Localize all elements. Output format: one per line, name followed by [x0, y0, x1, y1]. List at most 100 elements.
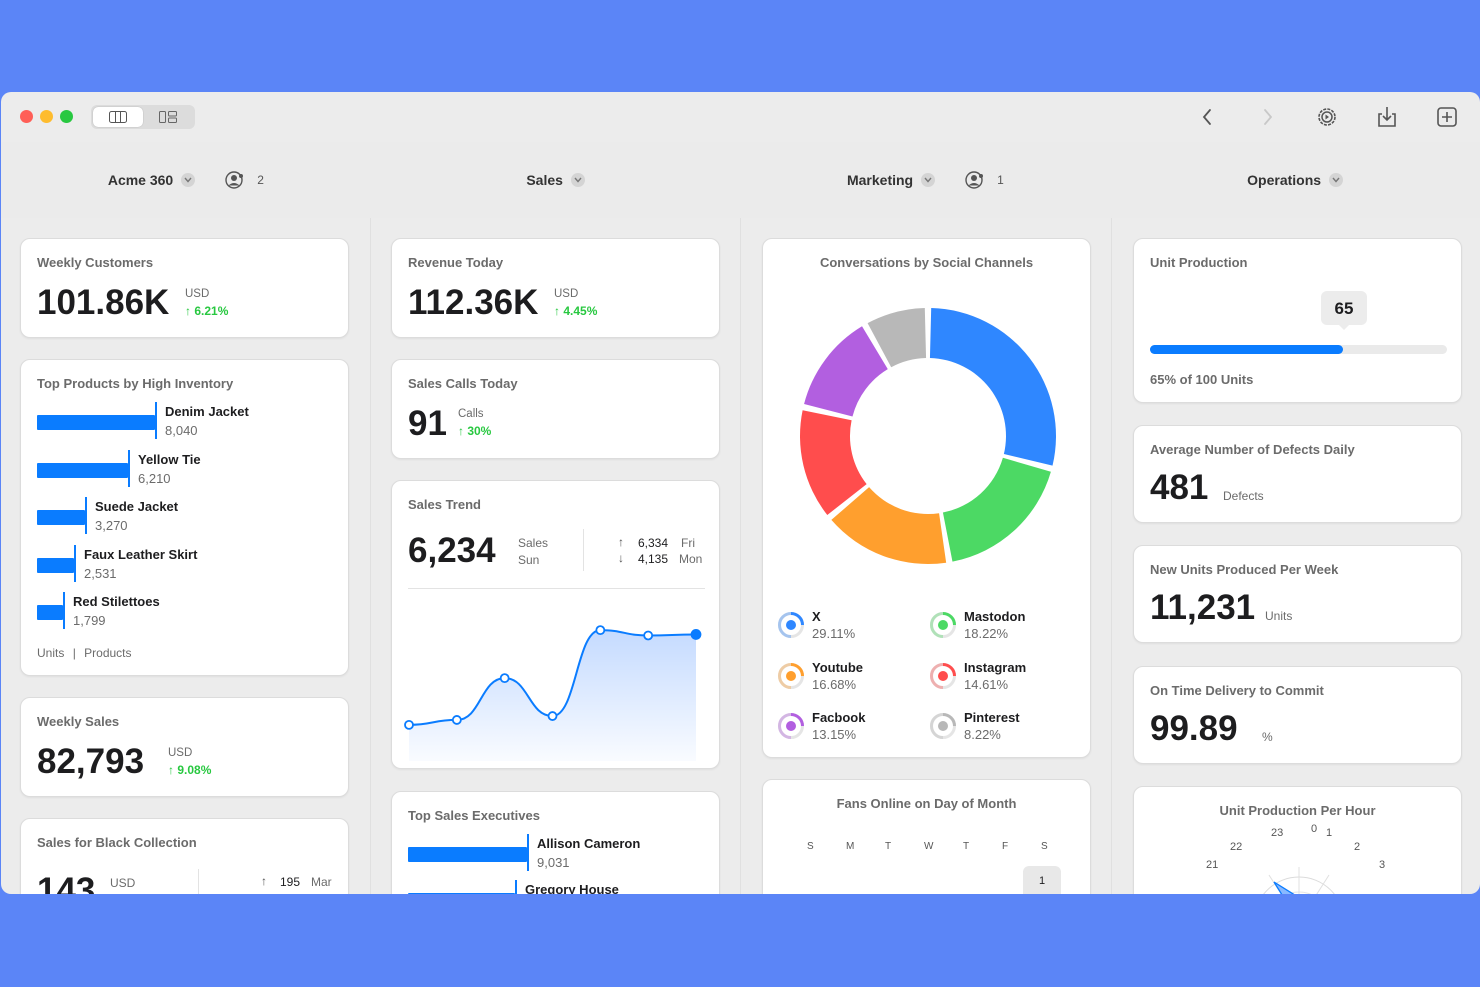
product-name: Faux Leather Skirt [84, 546, 198, 562]
metric-value: 101.86K [37, 283, 170, 322]
hour-label: 23 [1271, 827, 1284, 839]
card-title: On Time Delivery to Commit [1150, 683, 1324, 698]
legend-item[interactable]: Youtube 16.68% [777, 658, 927, 696]
weekly-customers-card[interactable]: Weekly Customers 101.86K USD ↑ 6.21% [20, 238, 349, 338]
column-header-marketing[interactable]: Marketing 1 [741, 142, 1111, 218]
column-title: Sales [526, 172, 563, 188]
calendar-day-cell[interactable]: 1 [1023, 866, 1061, 894]
legend-item[interactable]: X 29.11% [777, 607, 927, 645]
forward-button[interactable] [1255, 104, 1281, 130]
legend-item[interactable]: Instagram 14.61% [929, 658, 1079, 696]
divider [198, 869, 199, 894]
fans-online-card[interactable]: Fans Online on Day of Month S M T W T F S 1 [762, 779, 1091, 894]
divider [408, 588, 705, 589]
sales-calls-card[interactable]: Sales Calls Today 91 Calls ↑ 30% [391, 359, 720, 459]
per-hour-card[interactable]: Unit Production Per Hour 23 0 1 22 2 21 … [1133, 786, 1462, 894]
donut-slice-mastodon[interactable] [942, 457, 1051, 562]
product-bar [37, 415, 155, 430]
metric-value: 6,234 [408, 531, 496, 570]
metric-value: 143 [37, 871, 96, 894]
defects-card[interactable]: Average Number of Defects Daily 481 Defe… [1133, 425, 1462, 523]
legend-name: Mastodon [964, 609, 1026, 624]
columns-view-button[interactable] [93, 107, 143, 127]
product-name: Red Stilettoes [73, 594, 160, 609]
donut-slice-youtube[interactable] [831, 487, 947, 564]
top-products-card[interactable]: Top Products by High Inventory Denim Jac… [20, 359, 349, 676]
sidebar-columns-icon [109, 111, 127, 123]
legend-item[interactable]: Facbook 13.15% [777, 708, 927, 746]
add-button[interactable] [1434, 104, 1460, 130]
product-bar [37, 510, 85, 525]
trend-point[interactable] [451, 715, 462, 725]
hour-label: 1 [1326, 827, 1333, 839]
title-bar [1, 92, 1480, 142]
donut-slice-instagram[interactable] [800, 410, 867, 515]
members-indicator[interactable]: 1 [965, 171, 1004, 189]
legend-name: Instagram [964, 659, 1027, 675]
legend-item[interactable]: Pinterest 8.22% [929, 708, 1079, 746]
back-button[interactable] [1194, 104, 1220, 130]
card-title: Fans Online on Day of Month [836, 796, 1017, 811]
donut-slice-x[interactable] [929, 308, 1057, 466]
product-value: 8,040 [165, 423, 198, 438]
chevron-left-icon [1202, 109, 1211, 125]
add-square-icon [1437, 107, 1457, 127]
trend-point[interactable] [643, 630, 654, 641]
grid-view-button[interactable] [143, 107, 193, 127]
download-tray-icon [1378, 107, 1396, 127]
trend-point[interactable] [547, 711, 558, 721]
trend-low-day: Mon [679, 552, 703, 566]
card-title: Top Products by High Inventory [37, 376, 234, 391]
on-time-delivery-card[interactable]: On Time Delivery to Commit 99.89 % [1133, 666, 1462, 764]
progress-caption: 65% of 100 Units [1150, 372, 1254, 387]
new-units-card[interactable]: New Units Produced Per Week 11,231 Units [1133, 545, 1462, 643]
zoom-window-button[interactable] [60, 110, 73, 123]
chevron-down-icon[interactable] [570, 173, 585, 187]
column-divider [370, 218, 371, 894]
trend-point[interactable] [595, 625, 606, 636]
legend-value: 18.22% [964, 626, 1009, 641]
chevron-down-icon[interactable] [921, 173, 936, 187]
high-label: Mar [311, 875, 332, 889]
download-button[interactable] [1374, 104, 1400, 130]
trend-point[interactable] [690, 629, 702, 640]
card-title: Sales Calls Today [408, 376, 518, 391]
metric-delta: ↑ 4.45% [554, 304, 598, 318]
donut-slice-facbook[interactable] [804, 326, 888, 417]
column-header-acme[interactable]: Acme 360 2 [1, 142, 371, 218]
exec-bar-item: Gregory House [408, 880, 708, 894]
trend-point[interactable] [499, 673, 510, 684]
weekday-label: T [963, 841, 970, 852]
badge-pointer [1337, 323, 1351, 330]
exec-name: Gregory House [525, 882, 619, 894]
legend-name: Facbook [812, 710, 866, 725]
black-collection-card[interactable]: Sales for Black Collection 143 USD ↑ 195… [20, 818, 349, 894]
top-execs-card[interactable]: Top Sales Executives Allison Cameron 9,0… [391, 791, 720, 894]
settings-button[interactable] [1314, 104, 1340, 130]
product-value: 3,270 [95, 518, 128, 533]
metric-unit: Sales [518, 536, 549, 550]
unit-production-card[interactable]: Unit Production 65 65% of 100 Units [1133, 238, 1462, 403]
metric-unit: Defects [1223, 489, 1264, 503]
product-bar [37, 605, 63, 620]
product-value: 6,210 [138, 470, 171, 486]
sales-trend-card[interactable]: Sales Trend 6,234 Sales Sun ↑ 6,334 Fri … [391, 480, 720, 769]
trend-point[interactable] [404, 719, 414, 730]
exec-bar [408, 847, 527, 862]
column-header-sales[interactable]: Sales [371, 142, 741, 218]
social-channels-card[interactable]: Conversations by Social Channels X 29.11%… [762, 238, 1091, 758]
column-header-operations[interactable]: Operations [1110, 142, 1480, 218]
card-title: Sales Trend [408, 497, 481, 512]
donut-slice-pinterest[interactable] [867, 308, 927, 368]
members-indicator[interactable]: 2 [225, 171, 264, 189]
chevron-down-icon[interactable] [181, 173, 196, 187]
view-mode-segmented-control [91, 105, 195, 129]
card-title: Weekly Customers [37, 255, 154, 270]
minimize-window-button[interactable] [40, 110, 53, 123]
legend-item[interactable]: Mastodon 18.22% [929, 607, 1079, 645]
chevron-down-icon[interactable] [1329, 173, 1344, 187]
close-window-button[interactable] [20, 110, 33, 123]
weekly-sales-card[interactable]: Weekly Sales 82,793 USD ↑ 9.08% [20, 697, 349, 797]
legend-value: 29.11% [812, 626, 856, 641]
revenue-today-card[interactable]: Revenue Today 112.36K USD ↑ 4.45% [391, 238, 720, 338]
